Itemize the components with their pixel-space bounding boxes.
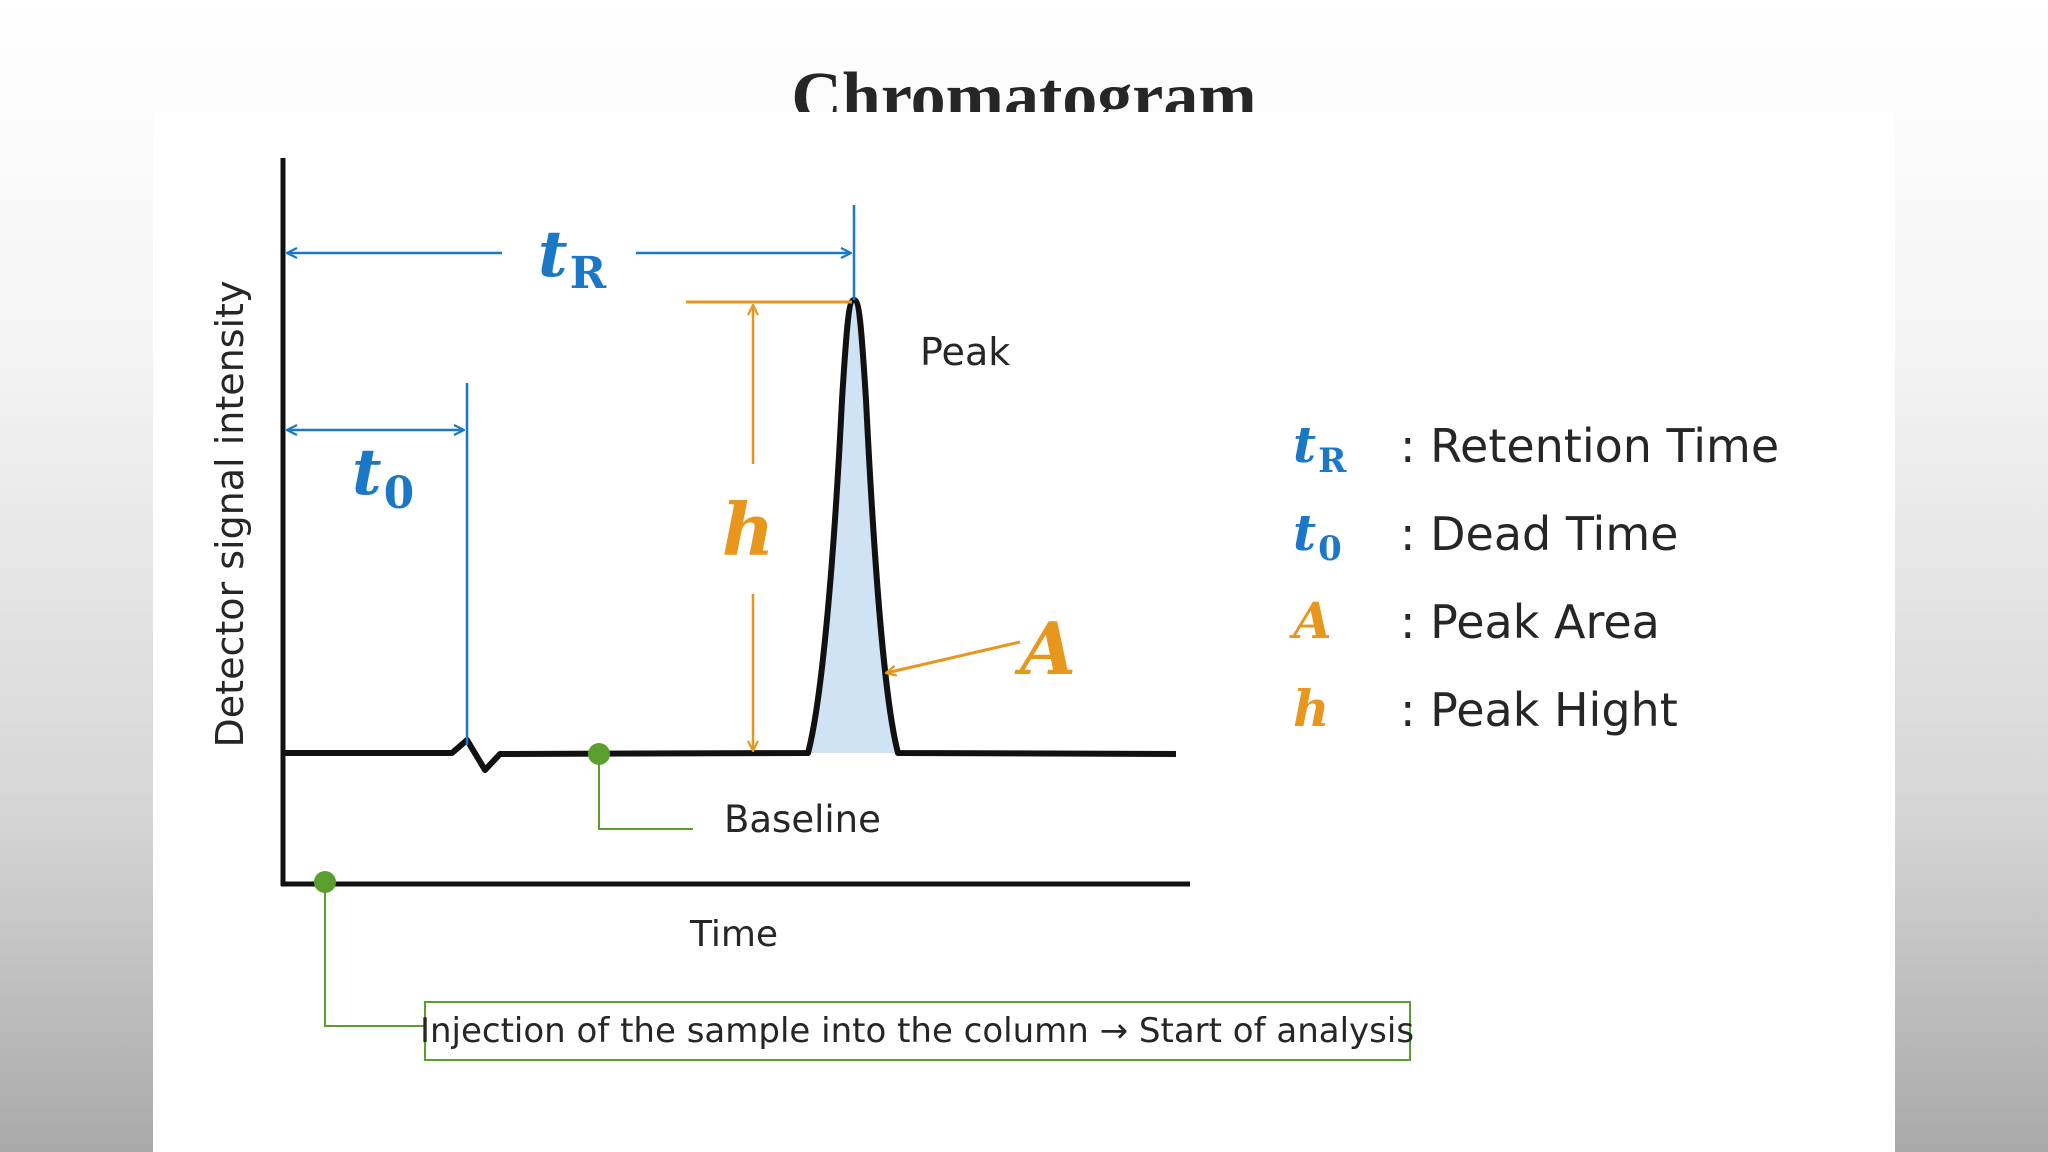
legend-symbol: A [1289,591,1332,650]
baseline-trace [283,297,1177,773]
peak-height-symbol: h [722,487,774,572]
peak-area-arrow [886,640,1021,673]
legend-text: : Dead Time [1400,507,1678,561]
baseline-leader-line [598,754,693,830]
legend-symbol: t0 [1293,503,1342,569]
dead-time-symbol: t0 [352,435,414,519]
legend-text: : Peak Hight [1400,683,1678,737]
legend-text: : Peak Area [1400,595,1660,649]
baseline-marker-dot [588,743,610,765]
y-axis-label: Detector signal intensity [208,281,252,748]
legend-symbol: tR [1293,415,1347,481]
legend-text: : Retention Time [1400,419,1779,473]
injection-note-box [424,1001,1411,1061]
retention-time-symbol: tR [538,217,607,299]
x-axis-label: Time [689,914,778,955]
diagram-panel [153,112,1895,1152]
baseline-label: Baseline [724,798,881,841]
injection-marker-dot [314,871,336,893]
injection-leader-line [324,882,425,1027]
peak-label: Peak [920,330,1010,374]
peak-area-symbol: A [1014,606,1076,691]
peak-area [808,300,898,753]
injection-note-text: Injection of the sample into the column … [420,1011,1414,1051]
legend: tR : Retention Time t0 : Dead Time A : Peak A… [1289,415,1779,738]
legend-symbol: h [1293,679,1329,738]
